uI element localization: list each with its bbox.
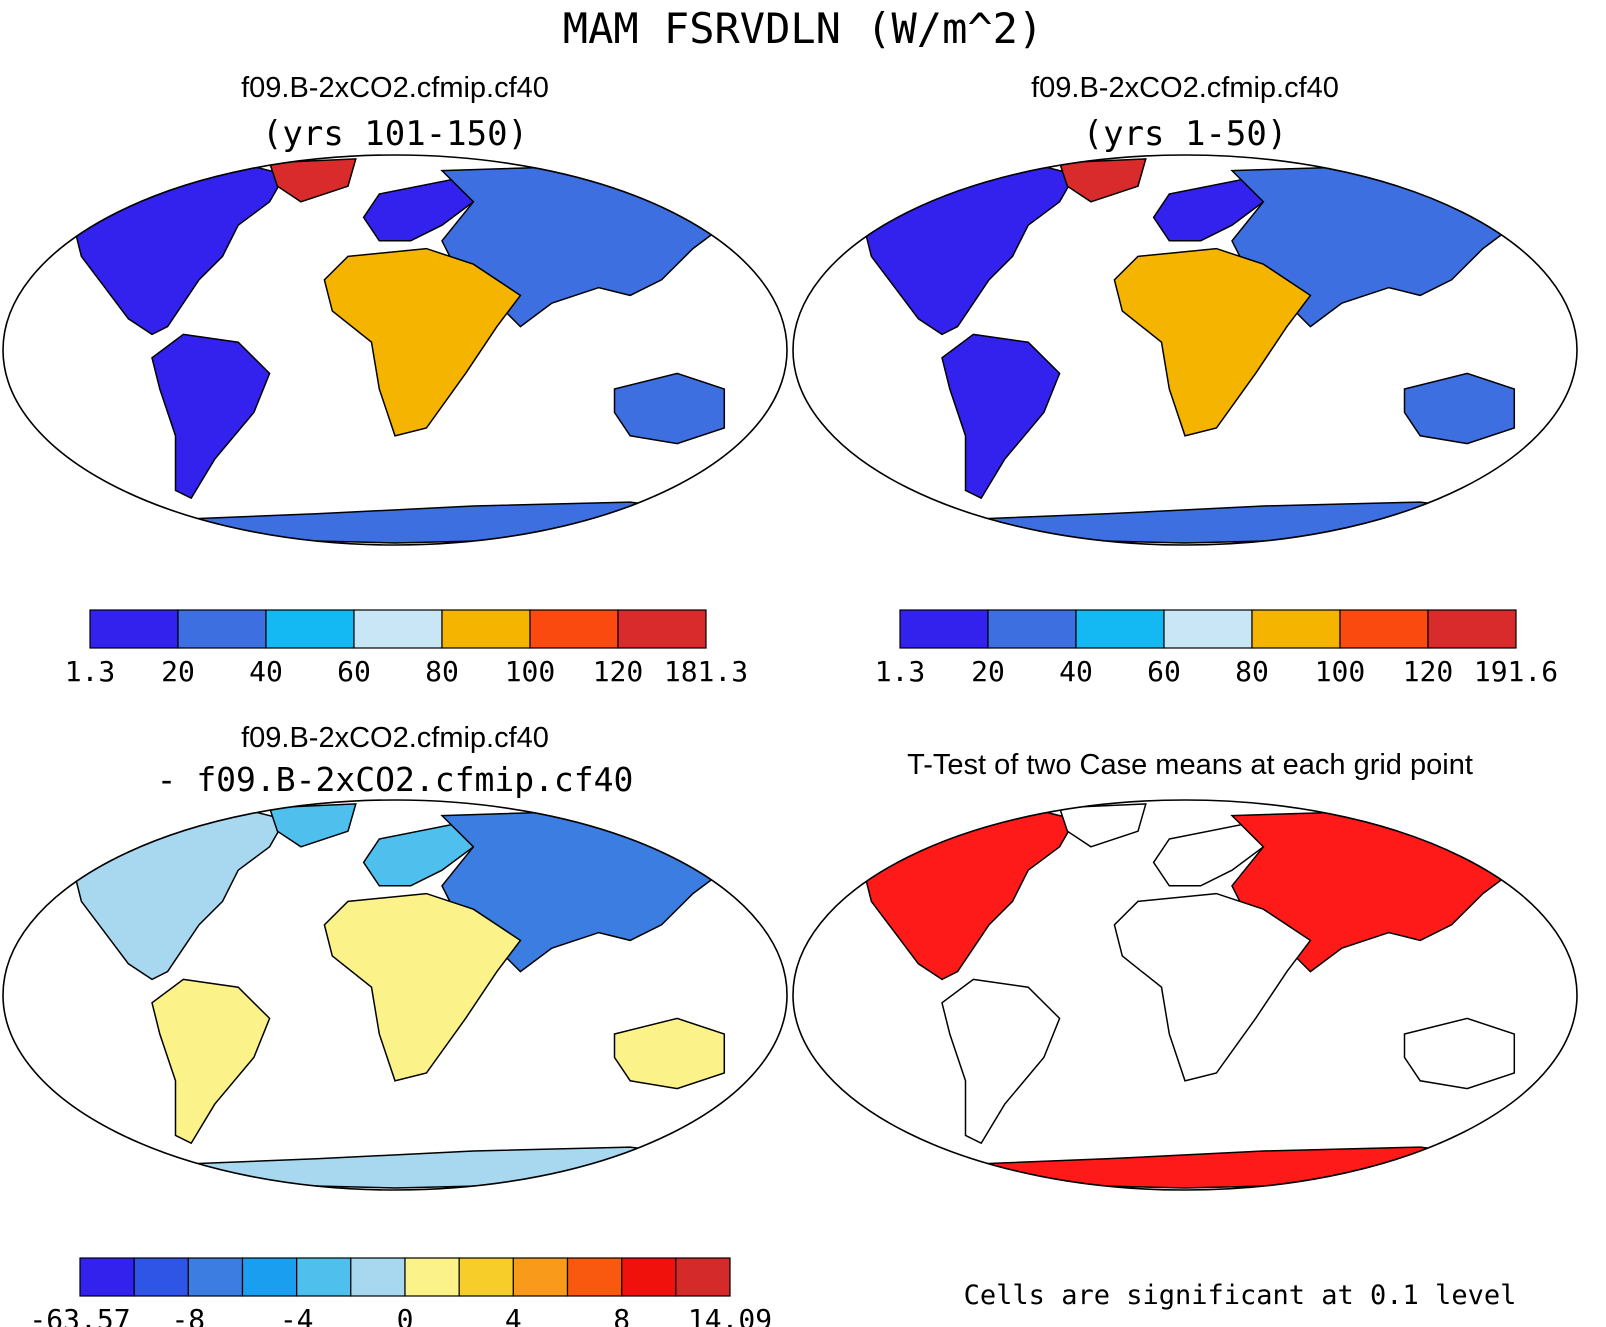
panel-1-colorbar: 1.3 20 40 60 80 100 120 181.3 — [65, 609, 748, 688]
panel-4-africa — [1113, 892, 1312, 1082]
panel-1-land — [16, 158, 774, 544]
panel-3-group — [2, 799, 788, 1191]
panel-1-colorbar-label: 40 — [249, 655, 283, 688]
panel-2-colorbar-swatch — [899, 609, 989, 649]
panel-3-title: f09.B-2xCO2.cfmip.cf40 — [241, 722, 549, 754]
panel-1-colorbar-swatch — [89, 609, 179, 649]
panel-2-colorbar-label: 80 — [1235, 655, 1269, 688]
panel-3-colorbar-label: -63.57 — [29, 1303, 130, 1327]
panel-3-colorbar-swatch — [621, 1257, 677, 1297]
panel-2-colorbar-label: 191.6 — [1474, 655, 1558, 688]
panel-1-colorbar-swatch — [353, 609, 443, 649]
panel-3-colorbar-swatch — [296, 1257, 352, 1297]
panel-1-colorbar-label: 60 — [337, 655, 371, 688]
panel-3-australia — [613, 1017, 726, 1090]
panel-4-outline — [792, 799, 1578, 1191]
panel-1-colorbar-swatch — [441, 609, 531, 649]
panel-1-colorbar-label: 20 — [161, 655, 195, 688]
panel-1-colorbar-label: 1.3 — [65, 655, 116, 688]
panel-2-colorbar-label: 20 — [971, 655, 1005, 688]
panel-1-colorbar-label: 120 — [593, 655, 644, 688]
panel-2-greenland — [1058, 158, 1147, 203]
panel-2-colorbar-swatch — [1163, 609, 1253, 649]
panel-3-colorbar-label: 14.09 — [688, 1303, 772, 1327]
panel-3-colorbar-swatch — [512, 1257, 569, 1297]
panel-2-australia — [1403, 372, 1516, 445]
panel-3-colorbar-swatch — [133, 1257, 189, 1297]
panel-2-northAmerica — [806, 162, 1077, 336]
panel-4-title: T-Test of two Case means at each grid po… — [907, 749, 1473, 781]
panel-3-colorbar-label: 8 — [613, 1303, 630, 1327]
panel-3-land — [16, 803, 774, 1189]
panel-1-colorbar-label: 181.3 — [664, 655, 748, 688]
panel-4-northAmerica — [806, 807, 1077, 981]
panel-4-southAmerica — [941, 978, 1061, 1145]
panel-2-colorbar-label: 100 — [1315, 655, 1366, 688]
panel-3-colorbar-swatch — [404, 1257, 460, 1297]
panel-3-colorbar-swatch — [79, 1257, 135, 1297]
panel-2-group — [792, 154, 1578, 546]
panel-2-colorbar-swatch — [1427, 609, 1517, 649]
panel-2-colorbar-swatch — [987, 609, 1077, 649]
panel-2-colorbar-label: 120 — [1403, 655, 1454, 688]
panel-2-colorbar-label: 40 — [1059, 655, 1093, 688]
panel-2-africa — [1113, 247, 1312, 437]
panel-1-africa — [323, 247, 522, 437]
panel-1-greenland — [268, 158, 357, 203]
panel-2-colorbar-swatch — [1075, 609, 1165, 649]
panel-3-colorbar-swatch — [675, 1257, 731, 1297]
panel-2-southAmerica — [941, 333, 1061, 500]
panel-1-colorbar-swatch — [265, 609, 355, 649]
panel-3-colorbar-label: -4 — [280, 1303, 314, 1327]
panel-1-colorbar-swatch — [177, 609, 267, 649]
panel-3-colorbar-swatch — [458, 1257, 515, 1297]
panel-3-outline — [2, 799, 788, 1191]
panel-1-southAmerica — [151, 333, 271, 500]
figure-title: MAM FSRVDLN (W/m^2) — [562, 4, 1044, 53]
panel-3-colorbar: -63.57 -8 -4 0 4 8 14.09 — [29, 1257, 772, 1327]
panel-1-colorbar-label: 80 — [425, 655, 459, 688]
panel-1-subtitle: (yrs 101-150) — [261, 114, 529, 154]
panel-2-colorbar-swatch — [1251, 609, 1341, 649]
panel-2-subtitle: (yrs 1-50) — [1082, 114, 1288, 154]
panel-1-colorbar-swatch — [529, 609, 619, 649]
panel-2-colorbar-label: 60 — [1147, 655, 1181, 688]
panel-2-colorbar: 1.3 20 40 60 80 100 120 191.6 — [875, 609, 1558, 688]
panel-3-colorbar-swatch — [187, 1257, 244, 1297]
panel-4-greenland — [1058, 803, 1147, 848]
panel-4-group — [792, 799, 1578, 1191]
panel-4-australia — [1403, 1017, 1516, 1090]
panel-4-footer: Cells are significant at 0.1 level — [963, 1280, 1517, 1311]
panel-3-colorbar-label: 0 — [397, 1303, 414, 1327]
panel-3-africa — [323, 892, 522, 1082]
panel-2-title: f09.B-2xCO2.cfmip.cf40 — [1031, 72, 1339, 104]
panel-2-land — [806, 158, 1564, 544]
panel-3-colorbar-swatch — [566, 1257, 623, 1297]
panel-3-colorbar-label: 4 — [505, 1303, 522, 1327]
panel-3-colorbar-swatch — [350, 1257, 406, 1297]
panel-3-colorbar-swatch — [241, 1257, 298, 1297]
panel-3-colorbar-label: -8 — [171, 1303, 205, 1327]
panel-1-group — [2, 154, 788, 546]
panel-1-northAmerica — [16, 162, 287, 336]
panel-3-greenland — [268, 803, 357, 848]
panel-4-land — [806, 803, 1564, 1189]
panel-3-subtitle: - f09.B-2xCO2.cfmip.cf40 — [156, 760, 634, 799]
panel-3-northAmerica — [16, 807, 287, 981]
panel-1-colorbar-label: 100 — [505, 655, 556, 688]
panel-3-southAmerica — [151, 978, 271, 1145]
panel-2-outline — [792, 154, 1578, 546]
panel-2-colorbar-label: 1.3 — [875, 655, 926, 688]
panel-1-title: f09.B-2xCO2.cfmip.cf40 — [241, 72, 549, 104]
panel-1-outline — [2, 154, 788, 546]
panel-2-colorbar-swatch — [1339, 609, 1429, 649]
panel-1-australia — [613, 372, 726, 445]
panel-1-colorbar-swatch — [617, 609, 707, 649]
